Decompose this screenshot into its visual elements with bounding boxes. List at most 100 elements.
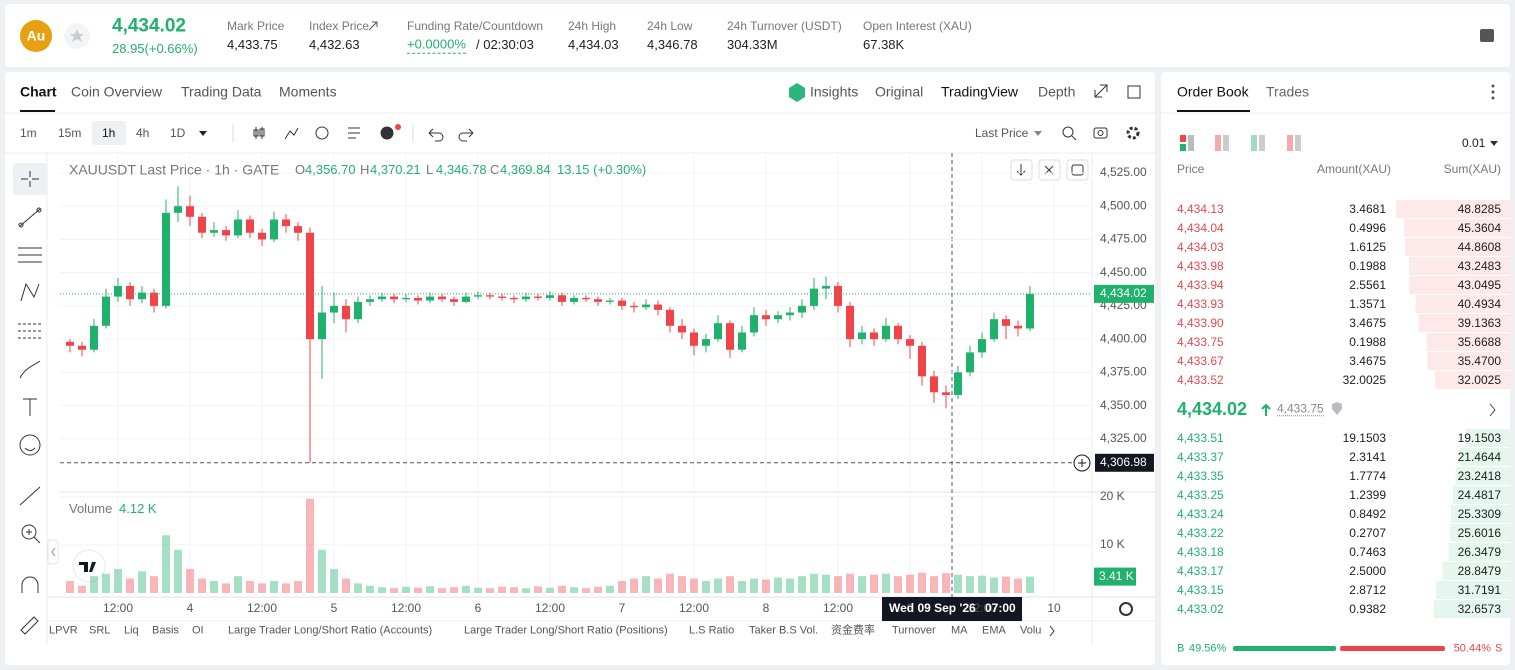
crosshair-time-box — [882, 597, 1022, 621]
interval[interactable]: 1D — [170, 125, 186, 140]
chart-panel — [5, 72, 1155, 665]
collapse-arrow — [51, 547, 56, 557]
toolbar-icons[interactable] — [253, 126, 1140, 142]
indicator-tab[interactable]: EMA — [982, 624, 1006, 637]
chart-tab[interactable]: Chart — [20, 83, 57, 100]
candle-body — [66, 341, 74, 346]
candle-body — [378, 296, 386, 300]
stat-label: 24h Low — [647, 18, 693, 33]
indicator-tab[interactable]: 资金费率 — [831, 624, 875, 637]
candle-body — [438, 296, 446, 300]
trades-tab[interactable]: Trades — [1266, 83, 1310, 100]
candle-body — [918, 345, 926, 377]
candle-body — [618, 300, 626, 306]
view-tab[interactable]: Depth — [1038, 83, 1076, 100]
depth-bar — [1455, 467, 1510, 485]
chart-tab[interactable]: Moments — [279, 83, 337, 100]
view-tab[interactable]: Original — [875, 83, 924, 100]
x-tick-label: 12:00 — [247, 601, 277, 615]
stat-label: 24h Turnover (USDT) — [727, 18, 842, 33]
x-tick-label: 9 — [907, 601, 914, 615]
candle-body — [138, 292, 146, 300]
drawing-tools[interactable] — [18, 171, 42, 635]
price-type-caret[interactable] — [1034, 131, 1042, 136]
crosshair-price-box — [1095, 453, 1154, 472]
candle-body — [702, 339, 710, 346]
precision[interactable]: 0.01 — [1462, 135, 1486, 150]
stat-label: Funding Rate/Countdown — [407, 18, 544, 33]
indicator-tab[interactable]: MA — [951, 624, 968, 637]
legend-key: H — [360, 162, 370, 178]
order-book-tab[interactable]: Order Book — [1177, 83, 1249, 100]
column-header: Price — [1177, 161, 1205, 176]
mark-price: 4,433.75 — [1277, 401, 1324, 417]
settings-icon[interactable] — [1119, 602, 1133, 616]
legend-title: XAUUSDT Last Price · 1h · GATE — [69, 161, 280, 178]
view-tab[interactable]: Insights — [810, 83, 859, 100]
selected-tool[interactable] — [13, 163, 47, 195]
price: 4,434.13 — [1177, 201, 1224, 216]
candle-body — [282, 219, 290, 227]
crosshair-hour: 07:00 — [985, 601, 1016, 615]
indicator-tab[interactable]: Taker B.S Vol. — [749, 624, 819, 637]
interval[interactable]: 1h — [102, 125, 116, 140]
volume-bar — [534, 586, 542, 593]
indicator-tab[interactable]: Volu — [1020, 624, 1042, 637]
y-tick-label: 4,400.00 — [1100, 331, 1147, 345]
volume-value: 4.12 K — [119, 501, 157, 517]
buy-ratio: 49.56% — [1189, 642, 1227, 655]
candle-body — [954, 372, 962, 395]
more-indicators[interactable] — [1049, 625, 1055, 637]
chart-tab[interactable]: Coin Overview — [71, 83, 163, 100]
volume-bar — [786, 578, 794, 593]
interval[interactable]: 4h — [136, 125, 150, 140]
indicator-tab[interactable]: Basis — [152, 624, 179, 637]
volume-bar — [90, 576, 98, 593]
column-header: Sum(XAU) — [1443, 161, 1501, 176]
candle-body — [570, 297, 578, 302]
candle-body — [714, 323, 722, 340]
indicator-tab[interactable]: OI — [192, 624, 204, 637]
tradingview-logo[interactable] — [72, 549, 106, 583]
volume-bar — [342, 578, 350, 593]
volume-bar — [942, 573, 950, 593]
depth-bar — [1442, 562, 1510, 580]
fullscreen-icon[interactable] — [1094, 84, 1108, 98]
candle-body — [786, 312, 794, 316]
volume-bar — [774, 577, 782, 593]
legend-change: 13.15 (+0.30%) — [557, 162, 647, 178]
amount: 2.8712 — [1349, 582, 1386, 597]
legend-buttons[interactable] — [1010, 159, 1089, 181]
indicator-tab[interactable]: Turnover — [892, 624, 936, 637]
chart-tab[interactable]: Trading Data — [181, 83, 262, 100]
collapse-button[interactable] — [47, 539, 59, 565]
price: 4,433.02 — [1177, 601, 1224, 616]
header-panel — [5, 4, 1510, 67]
indicator-tab[interactable]: L.S Ratio — [689, 624, 735, 637]
interval[interactable]: 15m — [58, 125, 82, 140]
indicator-tab[interactable]: Large Trader Long/Short Ratio (Accounts) — [228, 624, 433, 637]
indicator-tab[interactable]: LPVR — [49, 624, 78, 637]
volume-bar — [918, 572, 926, 593]
view-tab[interactable]: TradingView — [941, 83, 1019, 100]
volume-bar — [654, 578, 662, 593]
indicator-tab[interactable]: SRL — [89, 624, 111, 637]
window-icon[interactable] — [1127, 85, 1141, 99]
chevron[interactable] — [1489, 403, 1496, 417]
indicator-tab[interactable]: Liq — [124, 624, 139, 637]
notes-icon[interactable] — [1480, 29, 1494, 42]
volume-bar — [558, 585, 566, 593]
precision-caret[interactable] — [1490, 141, 1498, 146]
column-header: Amount(XAU) — [1316, 161, 1391, 176]
interval[interactable]: 1m — [20, 125, 37, 140]
y-tick-label: 4,375.00 — [1100, 365, 1147, 379]
indicator-tab[interactable]: Large Trader Long/Short Ratio (Positions… — [464, 624, 668, 637]
price-type[interactable]: Last Price — [975, 125, 1029, 140]
volume-bar — [630, 578, 638, 593]
order-book-icons[interactable] — [1180, 84, 1495, 152]
volume-bar — [978, 575, 986, 593]
volume-bar — [102, 573, 110, 593]
depth-bar — [1409, 257, 1510, 275]
candle-body — [810, 288, 818, 306]
interval-caret[interactable] — [199, 131, 207, 136]
